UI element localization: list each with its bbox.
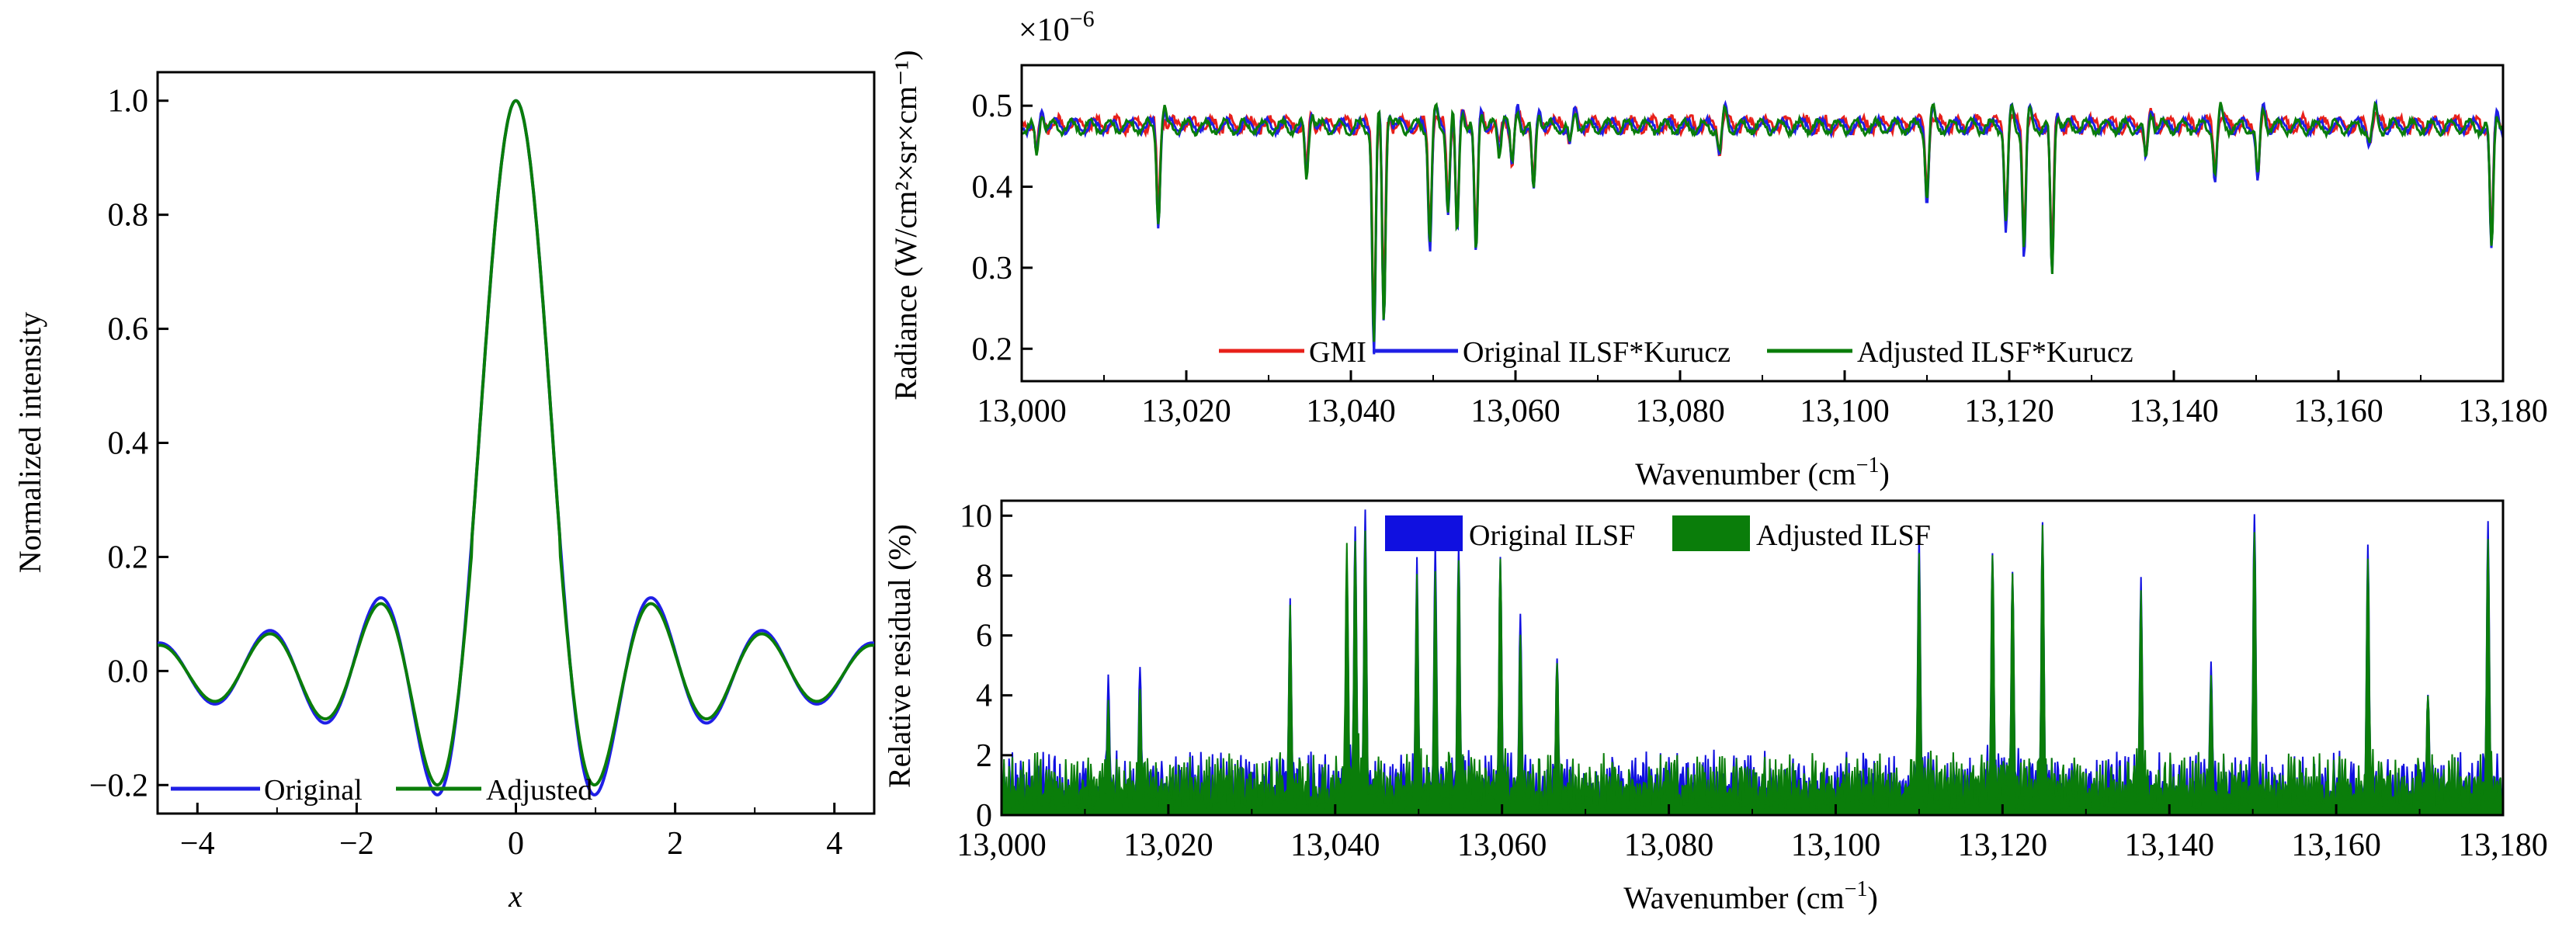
radiance-series-1 (1022, 99, 2503, 355)
legend-swatch-adjusted-ilsf (1672, 515, 1750, 551)
y-tick-label: 0.2 (108, 540, 149, 575)
y-tick-label: 10 (960, 498, 992, 534)
x-tick-label: 13,040 (1290, 828, 1380, 863)
y-tick-label: −0.2 (89, 768, 148, 803)
ilsf-series (158, 99, 874, 796)
residual-series-adjusted (1002, 525, 2503, 815)
radiance-series-2 (1022, 100, 2503, 342)
y-tick-label: 0.6 (108, 312, 149, 348)
radiance-series-0 (1022, 105, 2503, 320)
ilsf-legend: Original Adjusted (171, 774, 592, 807)
x-tick-label: 13,080 (1635, 394, 1725, 429)
x-tick-label: 13,000 (977, 394, 1067, 429)
x-tick-label: 2 (667, 826, 683, 862)
radiance-series (1022, 99, 2503, 355)
radiance-axes: 13,000 13,020 13,040 13,060 13,080 13,100 13,1… (972, 88, 2548, 429)
x-tick-label: 13,060 (1457, 828, 1547, 863)
y-tick-label: 0.3 (972, 251, 1013, 286)
radiance-exponent: ×10−6 (1019, 6, 1095, 48)
x-tick-label: 13,120 (1958, 828, 2048, 863)
x-tick-label: 13,140 (2124, 828, 2214, 863)
residual-legend: Original ILSF Adjusted ILSF (1385, 515, 1931, 552)
y-tick-label: 2 (976, 738, 992, 774)
x-tick-label: 13,020 (1123, 828, 1213, 863)
legend-label-original: Original (264, 774, 363, 807)
ilsf-ylabel: Normalized intensity (12, 312, 47, 574)
ilsf-series-adjusted (158, 99, 874, 787)
legend-label-adjusted: Adjusted (486, 774, 592, 807)
residual-axes: 13,000 13,020 13,040 13,060 13,080 13,100 13,1… (956, 498, 2548, 863)
radiance-legend: GMI Original ILSF*Kurucz Adjusted ILSF*K… (1219, 336, 2133, 369)
x-tick-label: 13,180 (2458, 828, 2548, 863)
ilsf-xlabel: x (508, 879, 522, 914)
radiance-ylabel: Radiance (W/cm²×sr×cm⁻¹) (888, 50, 923, 400)
legend-label-gmi: GMI (1309, 336, 1366, 369)
x-tick-label: 13,000 (956, 828, 1047, 863)
x-tick-label: 13,100 (1791, 828, 1881, 863)
x-tick-label: 13,160 (2293, 394, 2383, 429)
y-tick-label: 0.0 (108, 654, 149, 689)
radiance-xlabel: Wavenumber (cm−1) (1635, 453, 1890, 491)
legend-label-adjusted-kurucz: Adjusted ILSF*Kurucz (1857, 336, 2133, 369)
x-tick-label: 13,180 (2458, 394, 2548, 429)
radiance-plot-frame (1020, 64, 2505, 383)
y-tick-label: 1.0 (108, 84, 149, 120)
y-tick-label: 0.4 (972, 170, 1013, 206)
x-tick-label: −2 (339, 826, 374, 862)
legend-swatch-original-ilsf (1385, 515, 1463, 551)
x-tick-label: 4 (826, 826, 842, 862)
ilsf-axes: −4 −2 0 2 4 −0.2 0.0 0.2 0.4 0.6 0.8 1.0 (89, 84, 842, 862)
y-tick-label: 0.8 (108, 198, 149, 234)
x-tick-label: 13,040 (1306, 394, 1396, 429)
residual-series-original (1002, 509, 2503, 815)
x-tick-label: 13,100 (1800, 394, 1890, 429)
ilsf-series-original (158, 99, 874, 796)
legend-label-original-ilsf: Original ILSF (1469, 519, 1635, 552)
x-tick-label: −4 (180, 826, 215, 862)
x-tick-label: 13,140 (2129, 394, 2219, 429)
y-tick-label: 4 (976, 678, 992, 714)
ilsf-panel: −4 −2 0 2 4 −0.2 0.0 0.2 0.4 0.6 0.8 1.0 Normalized… (12, 71, 876, 914)
y-tick-label: 0.5 (972, 88, 1013, 124)
radiance-panel: 13,000 13,020 13,040 13,060 13,080 13,100 13,1… (888, 6, 2548, 491)
x-tick-label: 13,020 (1141, 394, 1231, 429)
x-tick-label: 13,160 (2291, 828, 2381, 863)
legend-label-original-kurucz: Original ILSF*Kurucz (1463, 336, 1731, 369)
residual-panel: 13,000 13,020 13,040 13,060 13,080 13,100 13,1… (882, 498, 2548, 915)
residual-series (1002, 509, 2503, 815)
y-tick-label: 6 (976, 619, 992, 654)
legend-label-adjusted-ilsf: Adjusted ILSF (1756, 519, 1931, 552)
residual-ylabel: Relative residual (%) (882, 524, 917, 788)
x-tick-label: 13,080 (1624, 828, 1714, 863)
y-tick-label: 0.2 (972, 331, 1013, 367)
y-tick-label: 8 (976, 558, 992, 594)
y-tick-label: 0 (976, 798, 992, 834)
x-tick-label: 13,060 (1470, 394, 1561, 429)
x-tick-label: 0 (508, 826, 524, 862)
y-tick-label: 0.4 (108, 426, 149, 462)
x-tick-label: 13,120 (1964, 394, 2054, 429)
residual-xlabel: Wavenumber (cm−1) (1623, 877, 1878, 915)
ilsf-plot-frame (156, 71, 876, 815)
